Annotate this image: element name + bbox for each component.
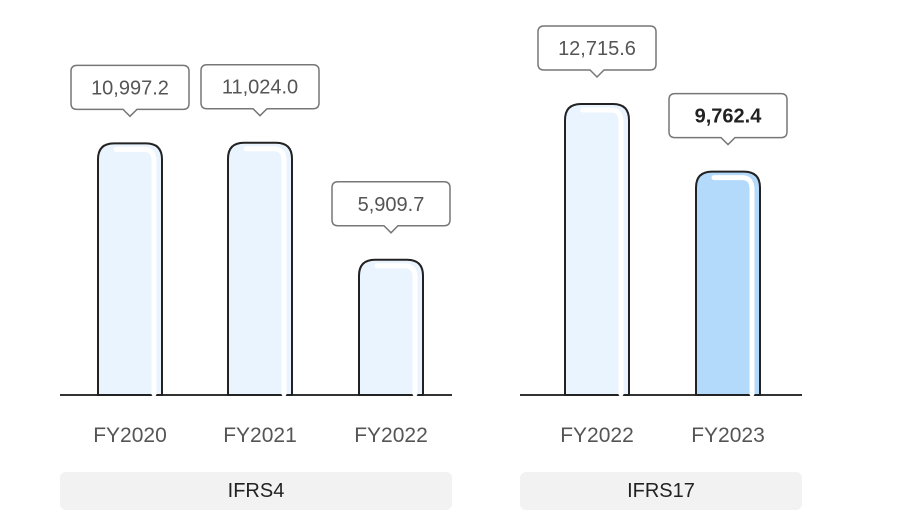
value-callout: 5,909.7 [331,181,451,234]
data-label: 12,715.6 [558,38,636,60]
data-label: 5,909.7 [358,194,425,216]
bar-body [97,142,163,396]
callout-box [70,64,190,118]
bar-fy2021-0: 11,024.0 FY2021 [200,63,320,447]
callout-box [537,25,657,79]
bar-body [564,103,630,396]
bar-body [695,170,761,396]
tick-label: FY2022 [354,424,428,447]
value-callout: 12,715.6 [537,25,657,79]
tick-label: FY2020 [93,424,167,447]
bar-shine [711,175,755,397]
value-callout: 9,762.4 [668,92,788,146]
tick-label: FY2023 [691,424,765,447]
data-label: 10,997.2 [91,77,169,99]
bar-fy2020-0: 10,997.2 FY2020 [70,64,190,447]
bar-shine [374,263,418,397]
bar-shine [113,146,157,397]
data-label: 9,762.4 [695,106,763,128]
tick-label: FY2021 [223,424,297,447]
callout-box [668,92,788,146]
callout-box [200,63,320,117]
bar-fy2022-1: 12,715.6 FY2022 [537,25,657,447]
bar-body [358,258,424,396]
tick-label: FY2022 [560,424,634,447]
callout-box [331,181,451,234]
bar-fy2023-1: 9,762.4 FY2023 [668,92,788,447]
bar-shine [580,107,624,397]
data-label: 11,024.0 [222,77,298,99]
bar-fy2022-0: 5,909.7 FY2022 [331,181,451,447]
value-callout: 11,024.0 [200,63,320,117]
bar-shine [243,146,287,397]
value-callout: 10,997.2 [70,64,190,118]
bar-body [227,141,293,396]
group-label-ifrs4: IFRS4 [60,472,452,510]
group-label-ifrs17: IFRS17 [520,472,802,510]
